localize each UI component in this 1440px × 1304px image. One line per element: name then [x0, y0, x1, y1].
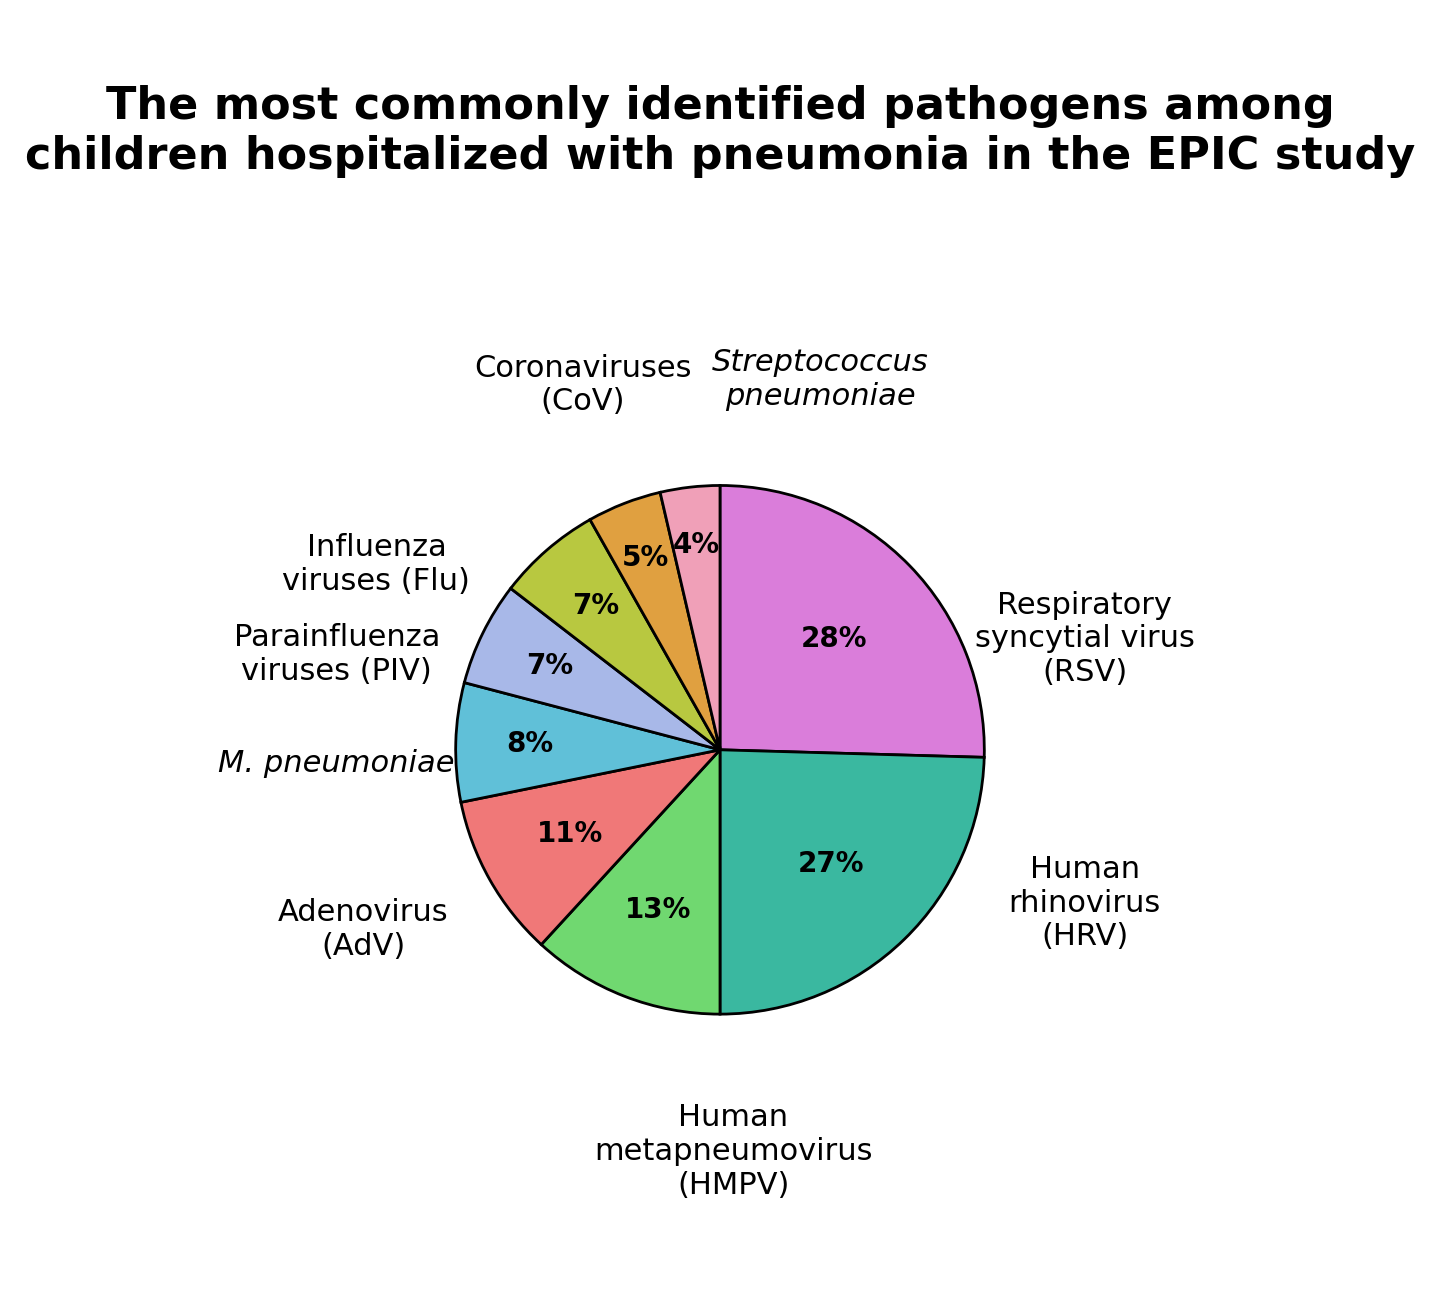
Wedge shape — [455, 682, 720, 802]
Text: Influenza
viruses (Flu): Influenza viruses (Flu) — [282, 533, 471, 596]
Wedge shape — [720, 750, 984, 1015]
Text: 4%: 4% — [672, 531, 720, 559]
Text: Human
rhinovirus
(HRV): Human rhinovirus (HRV) — [1008, 855, 1161, 951]
Text: Adenovirus
(AdV): Adenovirus (AdV) — [278, 898, 448, 961]
Text: 28%: 28% — [801, 626, 867, 653]
Text: M. pneumoniae: M. pneumoniae — [219, 748, 455, 777]
Text: Coronaviruses
(CoV): Coronaviruses (CoV) — [474, 353, 691, 416]
Text: Respiratory
syncytial virus
(RSV): Respiratory syncytial virus (RSV) — [975, 591, 1195, 687]
Wedge shape — [511, 519, 720, 750]
Text: 7%: 7% — [572, 592, 619, 619]
Wedge shape — [660, 485, 720, 750]
Text: The most commonly identified pathogens among
children hospitalized with pneumoni: The most commonly identified pathogens a… — [24, 85, 1416, 177]
Text: 7%: 7% — [526, 652, 573, 679]
Text: 11%: 11% — [537, 820, 603, 849]
Wedge shape — [464, 588, 720, 750]
Wedge shape — [461, 750, 720, 944]
Wedge shape — [720, 485, 985, 758]
Wedge shape — [590, 493, 720, 750]
Text: 5%: 5% — [622, 544, 668, 571]
Wedge shape — [541, 750, 720, 1015]
Text: 27%: 27% — [798, 849, 864, 878]
Text: Parainfluenza
viruses (PIV): Parainfluenza viruses (PIV) — [233, 623, 439, 686]
Text: Streptococcus
pneumoniae: Streptococcus pneumoniae — [711, 348, 929, 411]
Text: Human
metapneumovirus
(HMPV): Human metapneumovirus (HMPV) — [593, 1103, 873, 1200]
Text: 13%: 13% — [625, 896, 691, 925]
Text: 8%: 8% — [507, 730, 553, 759]
